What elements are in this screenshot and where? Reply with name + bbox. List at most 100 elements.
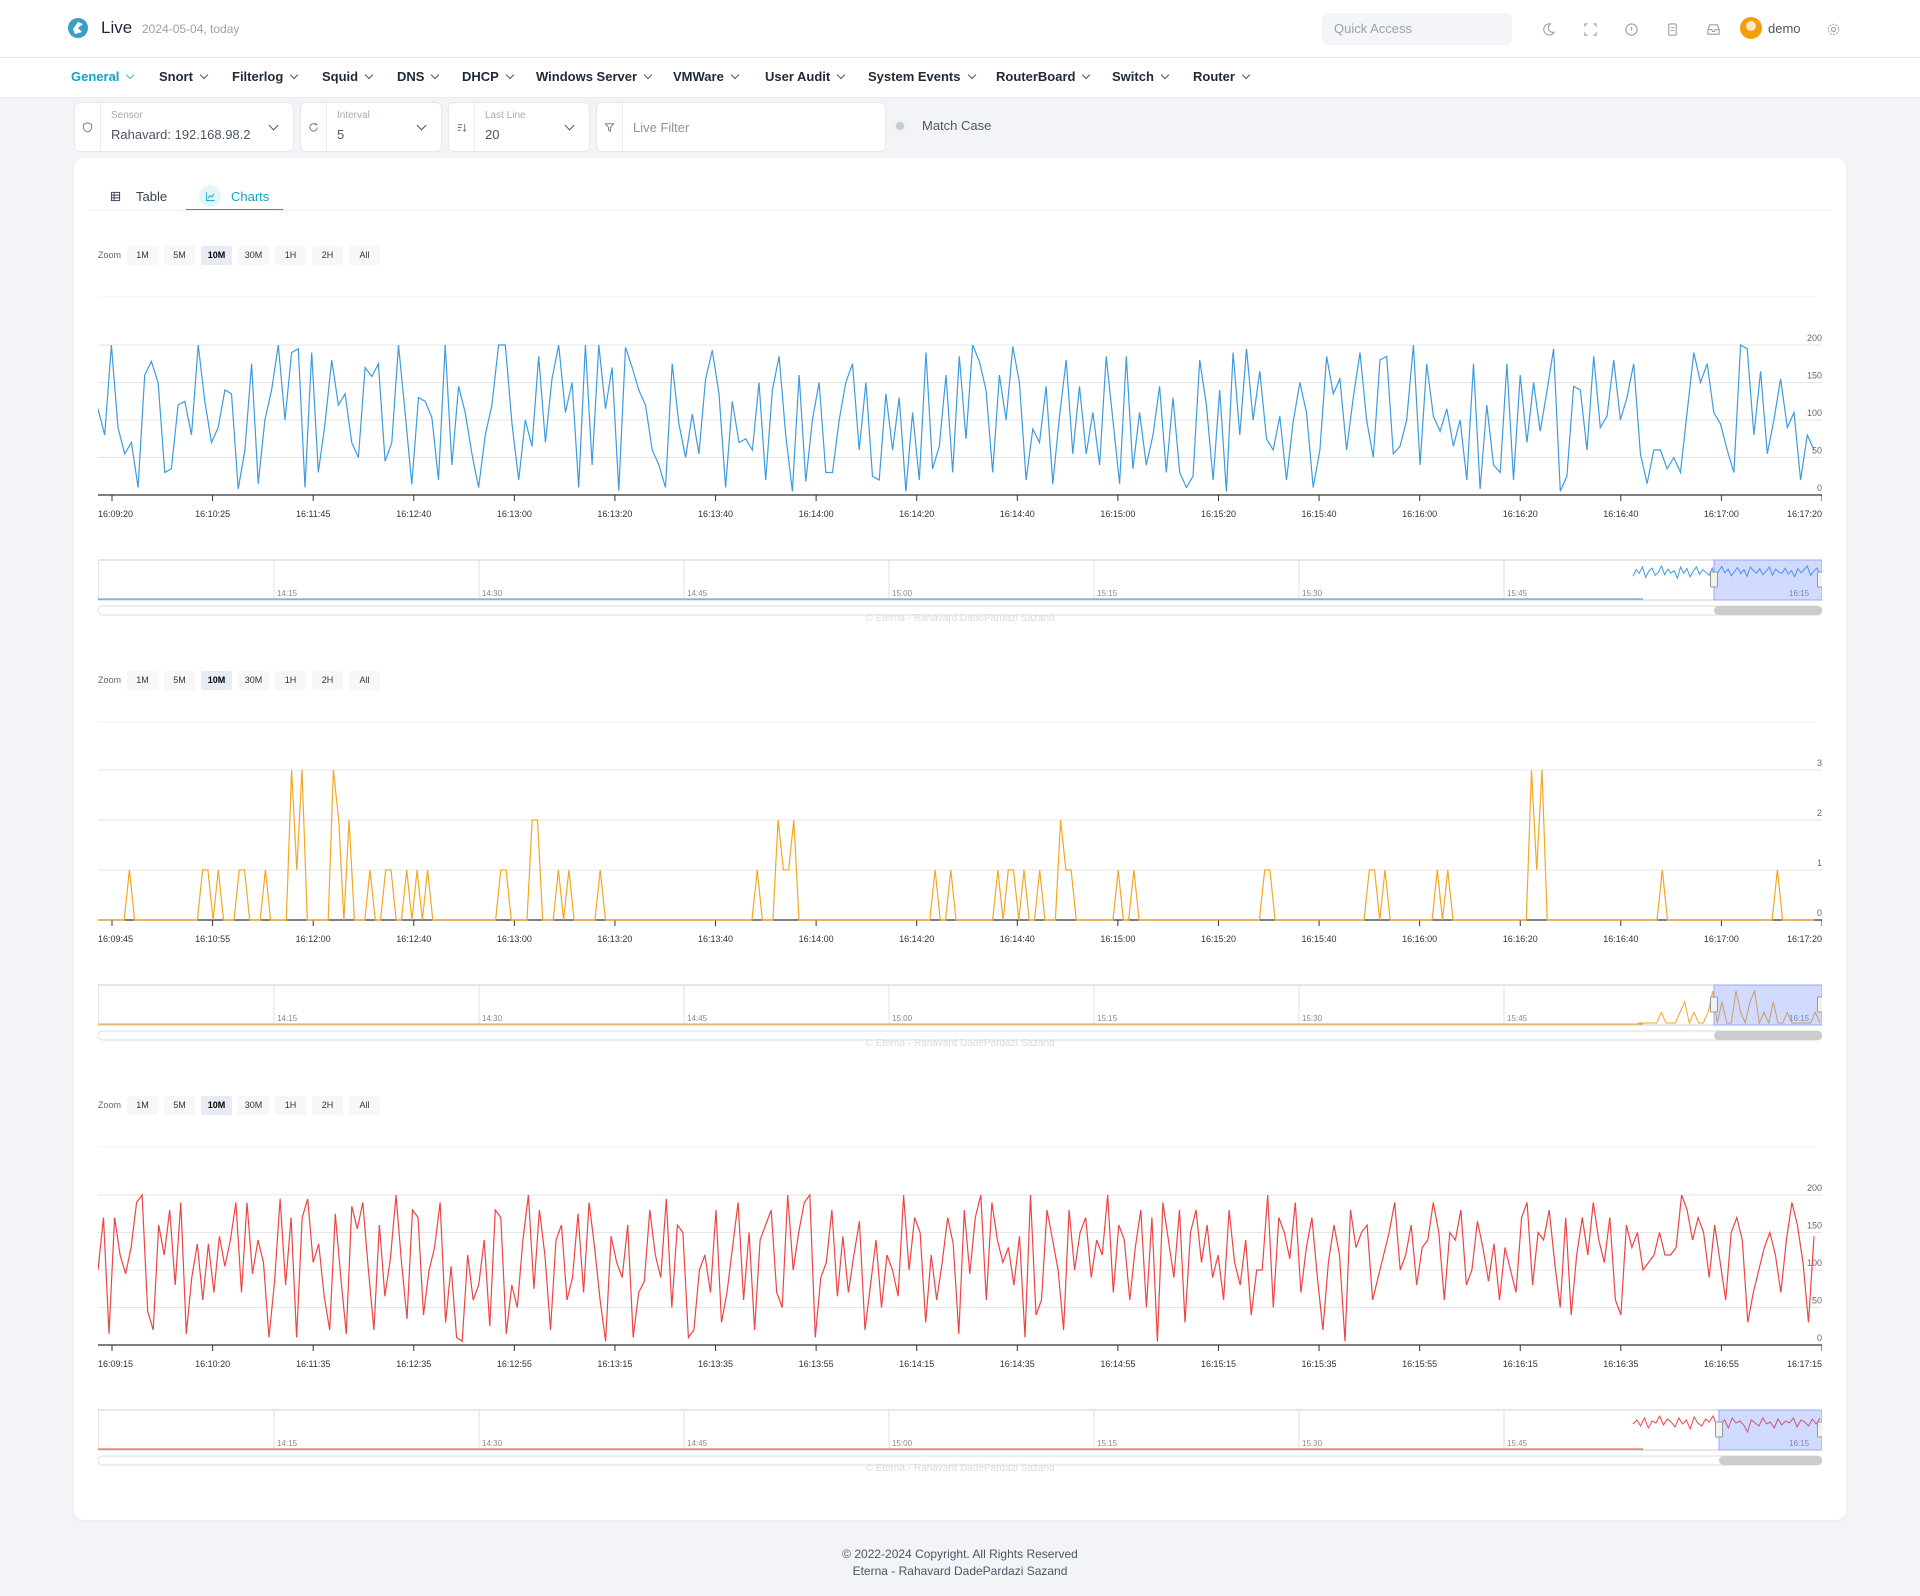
zoom-button-all[interactable]: All <box>349 670 381 690</box>
moon-icon[interactable] <box>1536 17 1560 41</box>
nav-item-user-audit[interactable]: User Audit <box>765 69 846 84</box>
nav-item-dhcp[interactable]: DHCP <box>462 69 515 84</box>
tab-table[interactable]: Table <box>104 178 167 214</box>
x-tick-label: 16:16:20 <box>1503 509 1538 519</box>
x-tick-label: 16:16:00 <box>1402 934 1437 944</box>
scrollbar-thumb[interactable] <box>1714 606 1822 615</box>
chevron-down-icon <box>416 120 427 131</box>
main-nav: General Snort Filterlog Squid DNS DHCP Windows… <box>0 58 1920 98</box>
zoom-button-1m[interactable]: 1M <box>127 245 159 265</box>
nav-item-label: Router <box>1193 69 1235 84</box>
zoom-button-10m[interactable]: 10M <box>201 670 233 690</box>
scrollbar-track[interactable] <box>98 1030 1822 1041</box>
x-tick-label: 16:12:35 <box>396 1359 431 1369</box>
navigator-tick-label: 14:15 <box>277 1014 298 1023</box>
zoom-button-2h[interactable]: 2H <box>312 245 344 265</box>
nav-item-label: Filterlog <box>232 69 284 84</box>
navigator-tick-label: 15:30 <box>1302 1014 1323 1023</box>
nav-item-system-events[interactable]: System Events <box>868 69 976 84</box>
chart-svg: 0 50 100 150 200 16:09:20 16:10:25 16:11:45 16:1… <box>98 296 1823 616</box>
zoom-button-1h[interactable]: 1H <box>275 245 307 265</box>
zoom-button-10m[interactable]: 10M <box>201 1095 233 1115</box>
zoom-button-30m[interactable]: 30M <box>238 670 270 690</box>
scrollbar-track[interactable] <box>98 605 1822 616</box>
app-logo[interactable] <box>66 16 90 40</box>
scrollbar-track[interactable] <box>98 1455 1822 1466</box>
zoom-button-5m[interactable]: 5M <box>164 245 196 265</box>
navigator-handle[interactable] <box>1817 571 1823 588</box>
navigator-frame <box>98 1409 1822 1451</box>
match-case-toggle[interactable] <box>893 119 909 133</box>
last-line-select[interactable]: Last Line 20 <box>448 102 590 152</box>
nav-item-general[interactable]: General <box>71 69 135 84</box>
quick-access-input[interactable]: Quick Access <box>1322 13 1512 45</box>
nav-item-squid[interactable]: Squid <box>322 69 374 84</box>
chevron-down-icon <box>1241 70 1251 80</box>
chevron-down-icon <box>126 70 135 80</box>
interval-select[interactable]: Interval 5 <box>300 102 442 152</box>
avatar[interactable] <box>1740 17 1762 39</box>
chevron-down-icon <box>643 70 653 80</box>
zoom-button-all[interactable]: All <box>349 1095 381 1115</box>
nav-item-windows-server[interactable]: Windows Server <box>536 69 653 84</box>
navigator-handle[interactable] <box>1817 996 1823 1013</box>
zoom-button-30m[interactable]: 30M <box>238 245 270 265</box>
nav-item-label: Snort <box>159 69 193 84</box>
zoom-button-10m[interactable]: 10M <box>201 245 233 265</box>
navigator-tick-label: 15:15 <box>1097 589 1118 598</box>
x-tick-label: 16:14:00 <box>799 509 834 519</box>
nav-item-label: System Events <box>868 69 961 84</box>
y-tick-label: 50 <box>1812 1296 1822 1306</box>
settings-icon[interactable] <box>1821 17 1845 41</box>
scrollbar-thumb[interactable] <box>1719 1456 1822 1465</box>
shield-icon <box>75 103 101 151</box>
zoom-button-all[interactable]: All <box>349 245 381 265</box>
x-tick-label: 16:16:00 <box>1402 509 1437 519</box>
user-name[interactable]: demo <box>1768 21 1801 36</box>
series-line[interactable] <box>98 343 1815 492</box>
fullscreen-icon[interactable] <box>1578 17 1602 41</box>
live-filter-input[interactable]: Live Filter <box>596 102 886 152</box>
navigator-selection[interactable] <box>1713 984 1822 1026</box>
nav-item-filterlog[interactable]: Filterlog <box>232 69 299 84</box>
scrollbar-thumb[interactable] <box>1714 1031 1822 1040</box>
zoom-button-1m[interactable]: 1M <box>127 670 159 690</box>
nav-item-snort[interactable]: Snort <box>159 69 209 84</box>
inbox-icon[interactable] <box>1701 17 1725 41</box>
chevron-down-icon <box>290 70 299 80</box>
nav-item-routerboard[interactable]: RouterBoard <box>996 69 1091 84</box>
series-line[interactable] <box>98 769 1814 921</box>
sensor-select[interactable]: Sensor Rahavard: 192.168.98.2 <box>74 102 294 152</box>
tab-charts-label: Charts <box>231 188 270 204</box>
zoom-button-30m[interactable]: 30M <box>238 1095 270 1115</box>
series-line[interactable] <box>98 1193 1815 1343</box>
nav-item-router[interactable]: Router <box>1193 69 1251 84</box>
zoom-button-5m[interactable]: 5M <box>164 670 196 690</box>
x-tick-label: 16:15:40 <box>1302 934 1337 944</box>
nav-item-switch[interactable]: Switch <box>1112 69 1170 84</box>
navigator-handle[interactable] <box>1710 996 1718 1013</box>
chevron-down-icon <box>967 70 976 80</box>
zoom-button-1m[interactable]: 1M <box>127 1095 159 1115</box>
x-tick-label: 16:15:20 <box>1201 934 1236 944</box>
navigator-handle[interactable] <box>1817 1421 1823 1438</box>
zoom-button-5m[interactable]: 5M <box>164 1095 196 1115</box>
y-tick-label: 100 <box>1807 408 1822 418</box>
navigator-selection[interactable] <box>1718 1409 1822 1451</box>
y-tick-label: 0 <box>1817 908 1822 918</box>
x-tick-label: 16:15:55 <box>1402 1359 1437 1369</box>
navigator-handle[interactable] <box>1710 571 1718 588</box>
zoom-button-2h[interactable]: 2H <box>312 1095 344 1115</box>
nav-item-vmware[interactable]: VMWare <box>673 69 740 84</box>
nav-item-dns[interactable]: DNS <box>397 69 440 84</box>
navigator-handle[interactable] <box>1715 1421 1723 1438</box>
info-icon[interactable] <box>1619 17 1643 41</box>
zoom-button-2h[interactable]: 2H <box>312 670 344 690</box>
notes-icon[interactable] <box>1660 17 1684 41</box>
x-tick-label: 16:14:40 <box>1000 934 1035 944</box>
tab-charts[interactable]: Charts <box>199 178 269 214</box>
zoom-button-1h[interactable]: 1H <box>275 1095 307 1115</box>
navigator-selection[interactable] <box>1713 559 1822 601</box>
zoom-button-1h[interactable]: 1H <box>275 670 307 690</box>
x-tick-label: 16:15:15 <box>1201 1359 1236 1369</box>
